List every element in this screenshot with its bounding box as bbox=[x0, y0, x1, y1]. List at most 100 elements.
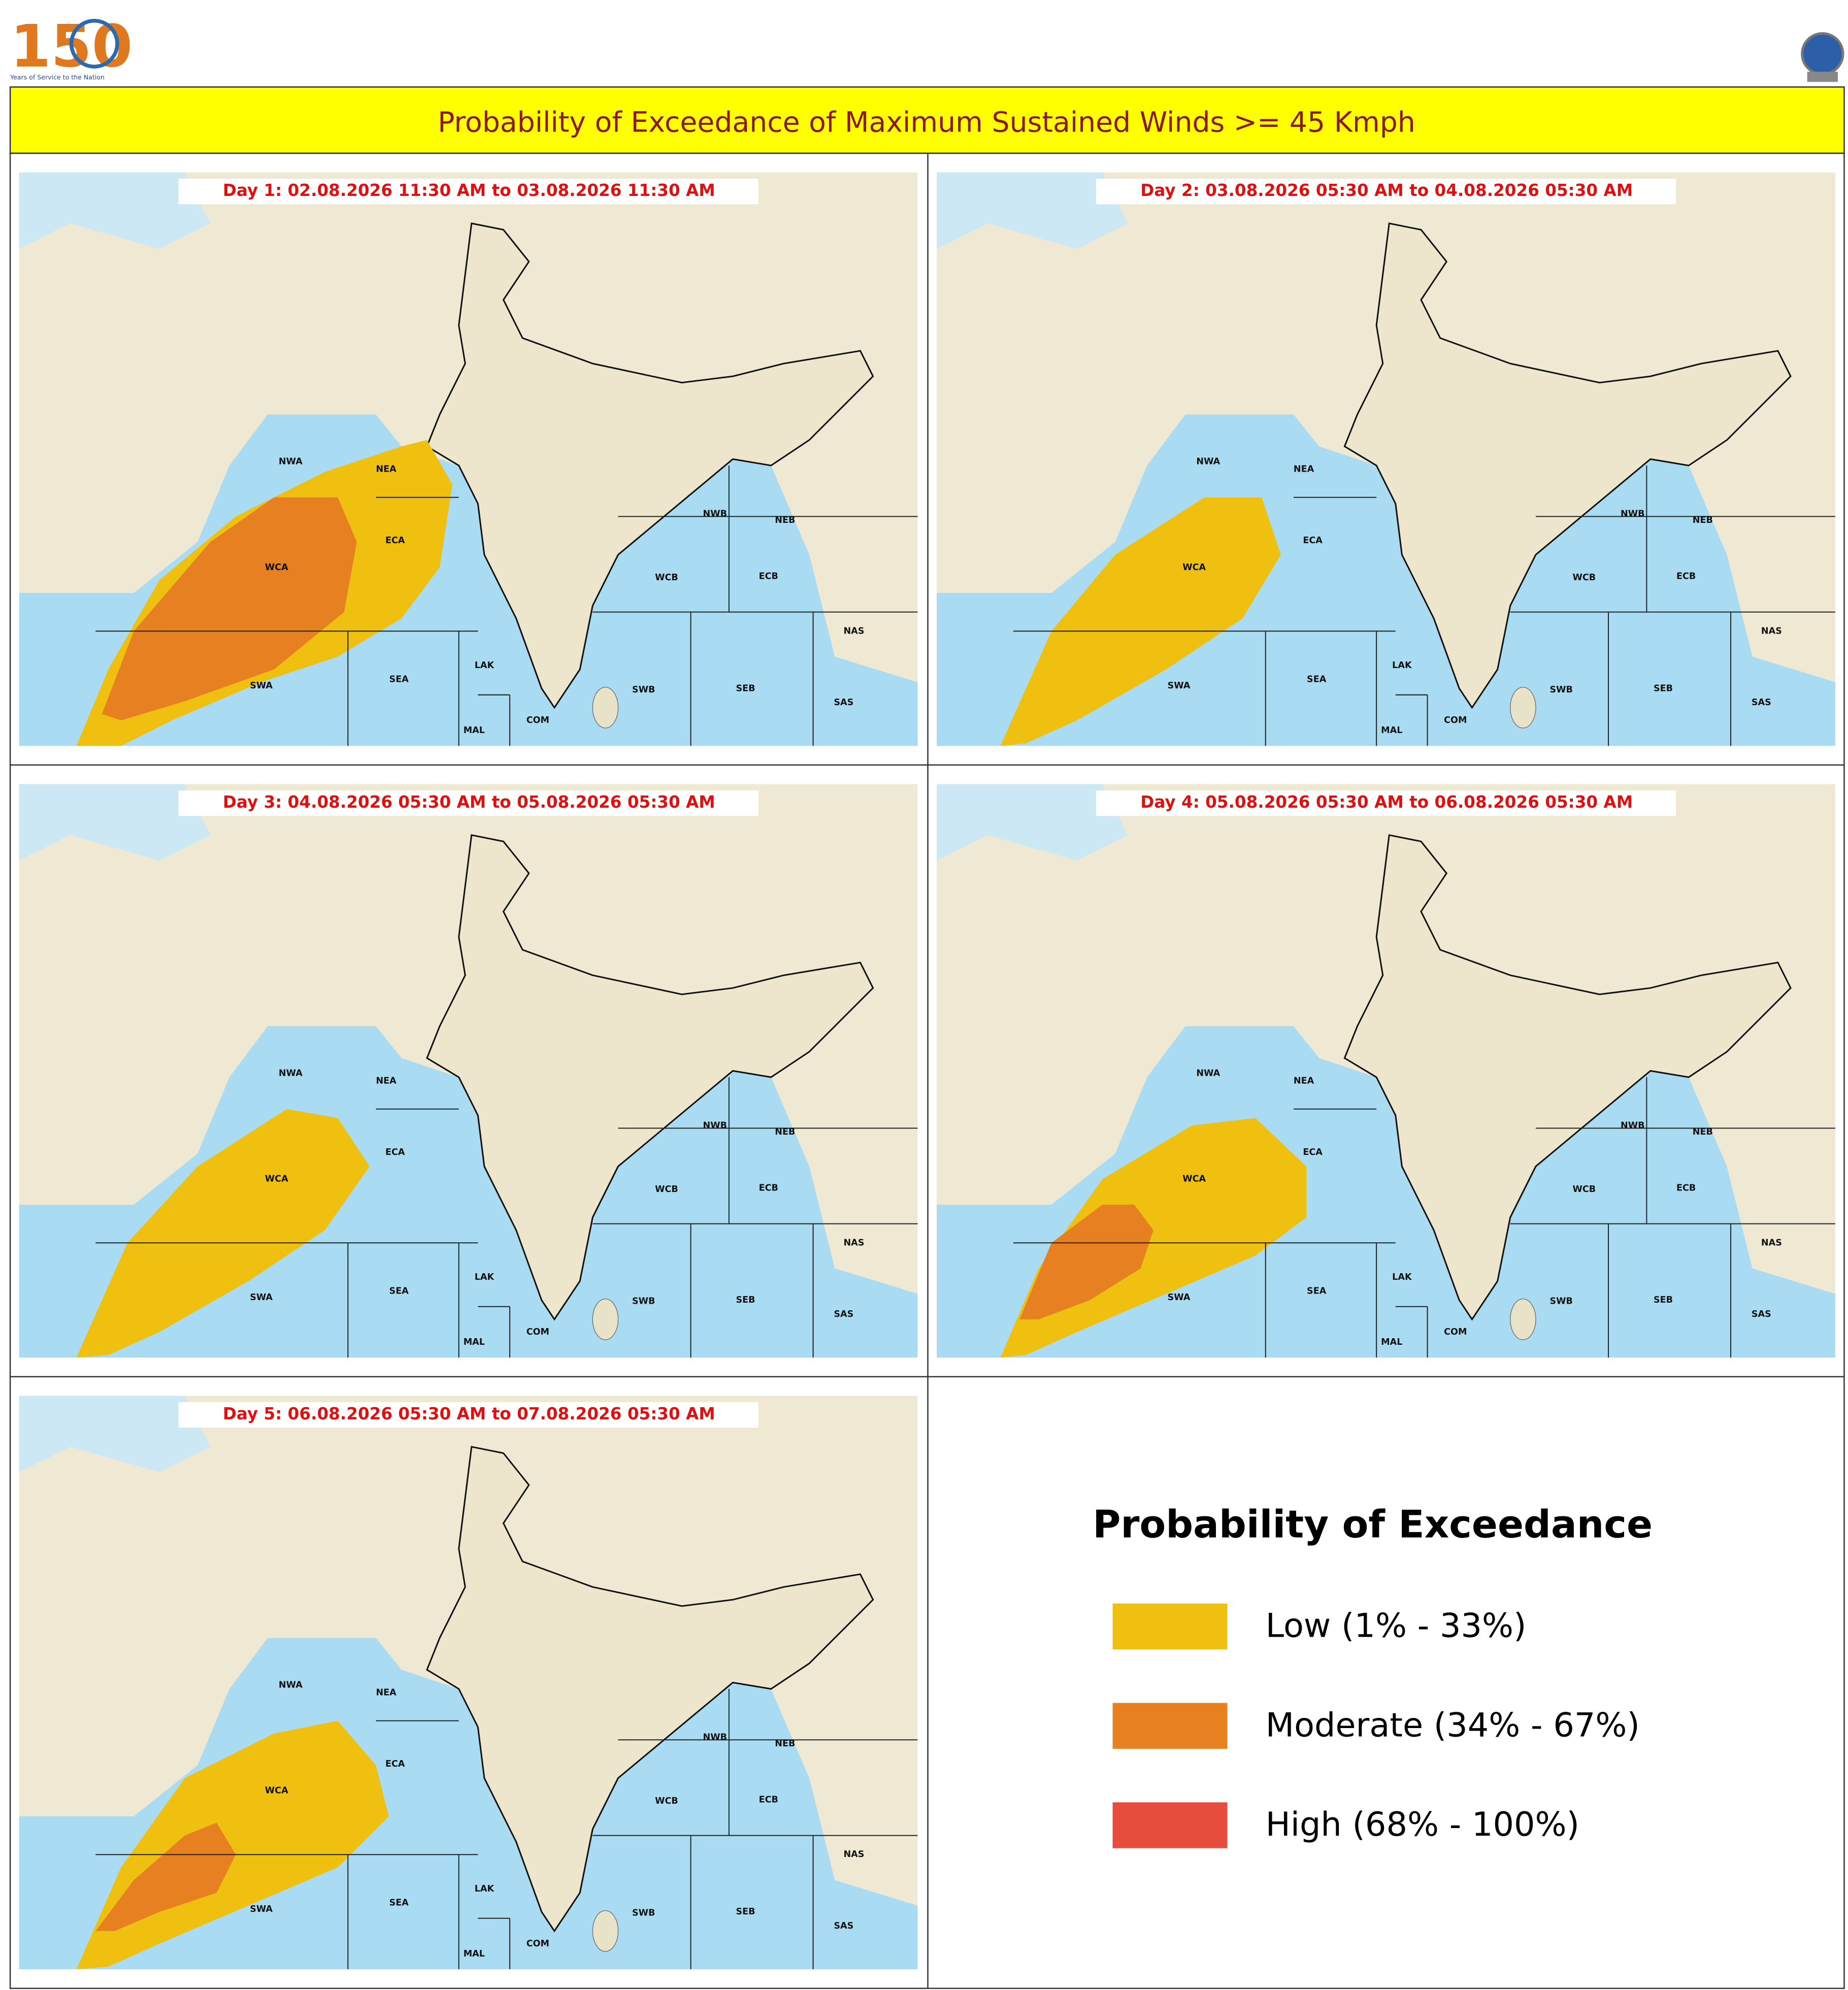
region-label: WCA bbox=[265, 562, 288, 573]
region-label: SWA bbox=[1168, 681, 1191, 691]
emblem bbox=[1801, 32, 1844, 82]
sri-lanka bbox=[1510, 1299, 1536, 1340]
logo-ring bbox=[69, 19, 119, 69]
region-label: WCA bbox=[265, 1786, 288, 1796]
region-label: COM bbox=[526, 1939, 549, 1949]
region-label: NWB bbox=[703, 1732, 727, 1742]
day-label-bg bbox=[178, 1402, 758, 1428]
map-panel: NWA NEA ECA WCA SWA SEA LAK MAL COM SWB SEB WCB ECB N… bbox=[19, 172, 918, 746]
region-label: NWA bbox=[279, 456, 303, 467]
region-label: NEA bbox=[1294, 1076, 1314, 1086]
map-panel: NWA NEA ECA WCA SWA SEA LAK MAL COM SWB SEB WCB ECB N… bbox=[19, 784, 918, 1358]
day-label-bg bbox=[178, 179, 758, 205]
region-label: LAK bbox=[475, 1884, 495, 1894]
title: Probability of Exceedance of Maximum Sus… bbox=[438, 106, 1415, 139]
region-label: ECA bbox=[385, 536, 405, 546]
region-label: WCA bbox=[1182, 562, 1206, 573]
map-panel: NWA NEA ECA WCA SWA SEA LAK MAL COM SWB SEB WCB ECB N… bbox=[937, 784, 1835, 1358]
legend-label: Low (1% - 33%) bbox=[1266, 1606, 1527, 1645]
region-label: WCB bbox=[655, 1184, 678, 1195]
legend-swatch bbox=[1112, 1603, 1228, 1650]
region-label: MAL bbox=[464, 725, 485, 736]
logo: 150 Years of Service to the Nation bbox=[10, 13, 133, 81]
region-label: NWA bbox=[279, 1680, 303, 1690]
region-label: NWA bbox=[279, 1068, 303, 1078]
sri-lanka bbox=[592, 687, 619, 728]
region-label: LAK bbox=[1392, 1272, 1412, 1282]
panels: NWA NEA ECA WCA SWA SEA LAK MAL COM SWB SEB WCB ECB N… bbox=[19, 172, 1835, 1970]
region-label: LAK bbox=[475, 1272, 495, 1282]
region-label: NWB bbox=[1621, 1120, 1644, 1131]
zone-moderate bbox=[1019, 1204, 1153, 1319]
region-label: NEA bbox=[376, 1687, 397, 1698]
day-label: Day 2: 03.08.2026 05:30 AM to 04.08.2026… bbox=[1140, 181, 1633, 200]
region-label: SAS bbox=[834, 698, 853, 708]
day-label: Day 4: 05.08.2026 05:30 AM to 06.08.2026… bbox=[1140, 792, 1633, 812]
region-label: SEA bbox=[1307, 1286, 1327, 1297]
region-label: SAS bbox=[834, 1921, 853, 1931]
region-label: COM bbox=[526, 1327, 549, 1337]
india-outline bbox=[426, 1446, 874, 1933]
region-label: SEB bbox=[1654, 1295, 1673, 1305]
legend-swatch bbox=[1112, 1703, 1228, 1749]
region-label: MAL bbox=[1381, 1337, 1402, 1347]
india-outline bbox=[1343, 834, 1792, 1321]
sri-lanka bbox=[592, 1910, 619, 1952]
region-label: NWB bbox=[703, 1120, 727, 1131]
region-label: SEA bbox=[389, 1898, 409, 1908]
sri-lanka bbox=[592, 1299, 619, 1340]
region-label: ECA bbox=[1303, 1147, 1323, 1157]
map-panel: NWA NEA ECA WCA SWA SEA LAK MAL COM SWB SEB WCB ECB N… bbox=[19, 1396, 918, 1970]
region-label: ECB bbox=[1676, 571, 1696, 581]
zone-moderate bbox=[102, 497, 357, 721]
region-label: COM bbox=[1444, 1327, 1467, 1337]
sri-lanka bbox=[1510, 687, 1536, 728]
region-label: WCB bbox=[1573, 573, 1596, 583]
sea-gulf bbox=[937, 784, 1128, 861]
region-label: SWA bbox=[250, 1292, 273, 1303]
region-label: WCB bbox=[655, 1796, 678, 1806]
region-label: MAL bbox=[1381, 725, 1402, 736]
logo-tagline: Years of Service to the Nation bbox=[10, 73, 105, 81]
region-label: SWA bbox=[1168, 1292, 1191, 1303]
region-label: SEB bbox=[736, 1907, 755, 1917]
day-label-bg bbox=[1096, 790, 1676, 816]
region-label: SWA bbox=[250, 681, 273, 691]
region-label: NAS bbox=[843, 1849, 864, 1860]
region-label: WCB bbox=[655, 573, 678, 583]
region-label: NAS bbox=[843, 626, 864, 636]
region-label: NEB bbox=[775, 1127, 795, 1137]
region-label: ECA bbox=[385, 1147, 405, 1157]
region-label: SWB bbox=[632, 1908, 655, 1918]
panel-grid bbox=[9, 152, 1845, 1989]
day-label: Day 1: 02.08.2026 11:30 AM to 03.08.2026… bbox=[223, 181, 715, 200]
day-label: Day 5: 06.08.2026 05:30 AM to 07.08.2026… bbox=[223, 1404, 715, 1423]
region-label: NWB bbox=[1621, 509, 1644, 519]
region-label: SAS bbox=[834, 1309, 853, 1319]
sea-gulf bbox=[19, 784, 211, 861]
legend: Probability of Exceedance Low (1% - 33%)… bbox=[1093, 1502, 1653, 1848]
region-label: SEA bbox=[389, 1286, 409, 1297]
region-label: NWA bbox=[1196, 456, 1220, 467]
region-label: NWB bbox=[703, 509, 727, 519]
region-label: NEB bbox=[775, 1739, 795, 1749]
day-label: Day 3: 04.08.2026 05:30 AM to 05.08.2026… bbox=[223, 792, 715, 812]
region-label: LAK bbox=[475, 660, 495, 671]
sea-gulf bbox=[19, 172, 211, 249]
region-label: ECA bbox=[385, 1759, 405, 1769]
region-label: WCA bbox=[265, 1174, 288, 1184]
title-bar bbox=[9, 86, 1845, 154]
region-label: NWA bbox=[1196, 1068, 1220, 1078]
region-label: SEA bbox=[389, 675, 409, 685]
india-outline bbox=[1343, 222, 1792, 709]
day-label-bg bbox=[1096, 179, 1676, 205]
region-label: WCB bbox=[1573, 1184, 1596, 1195]
india-outline bbox=[426, 834, 874, 1321]
region-label: NAS bbox=[1761, 1238, 1782, 1248]
region-label: LAK bbox=[1392, 660, 1412, 671]
legend-label: Moderate (34% - 67%) bbox=[1266, 1706, 1640, 1744]
region-label: SEB bbox=[1654, 683, 1673, 693]
region-label: SWB bbox=[1549, 1297, 1572, 1307]
region-label: MAL bbox=[464, 1337, 485, 1347]
